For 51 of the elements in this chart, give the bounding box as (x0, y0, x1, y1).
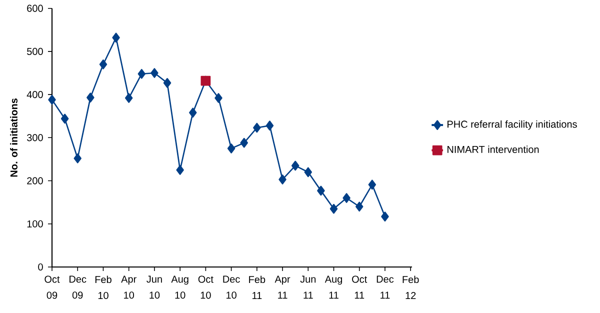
legend-label: NIMART intervention (448, 146, 539, 154)
point (150, 68, 158, 78)
point (317, 186, 325, 196)
x-tick-label: Aug 11 (324, 276, 342, 299)
point (176, 165, 184, 175)
point (278, 174, 286, 184)
y-tick-label: 600 (27, 4, 43, 12)
x-tick-label: Dec 10 (223, 276, 240, 299)
point (138, 68, 146, 79)
y-axis-title: No. of initiations (10, 98, 18, 177)
point (291, 160, 300, 171)
y-tick-label: 0 (38, 263, 43, 271)
x-tick-label: Apr 10 (121, 276, 136, 299)
point (253, 122, 261, 133)
point (214, 93, 222, 103)
y-tick-label: 500 (27, 48, 43, 55)
x-tick-label: Oct 11 (352, 276, 368, 299)
point (99, 59, 108, 70)
point (342, 193, 350, 203)
x-tick-label: Oct 09 (44, 276, 60, 299)
point (355, 202, 364, 212)
x-tick-label: Dec 11 (376, 276, 394, 299)
y-tick-label: 200 (27, 177, 43, 184)
point (48, 94, 56, 105)
point (124, 93, 133, 103)
x-tick-label: Feb 12 (402, 276, 419, 299)
point (240, 138, 248, 148)
point (368, 180, 376, 190)
point (381, 212, 389, 222)
point (74, 153, 82, 164)
point (304, 167, 312, 178)
point (112, 32, 120, 43)
x-tick-label: Oct 10 (198, 276, 214, 299)
point (60, 114, 69, 124)
x-tick-label: Aug 10 (171, 276, 188, 299)
x-tick-label: Feb 11 (249, 276, 266, 299)
y-tick-label: 400 (26, 91, 43, 98)
point (189, 108, 197, 118)
point (227, 144, 236, 154)
x-tick-label: Dec 09 (70, 276, 86, 299)
point (86, 92, 94, 103)
point (163, 78, 172, 88)
legend-label: PHC referral facility initiations (448, 120, 577, 130)
y-tick-label: 300 (26, 134, 43, 142)
x-tick-label: Jun 11 (300, 276, 316, 299)
x-tick-label: Apr 11 (274, 276, 290, 299)
point (266, 120, 274, 131)
x-tick-label: Jun 10 (146, 276, 162, 299)
point (330, 204, 338, 214)
x-tick-label: Feb 10 (95, 276, 112, 300)
y-tick-label: 100 (27, 220, 43, 228)
